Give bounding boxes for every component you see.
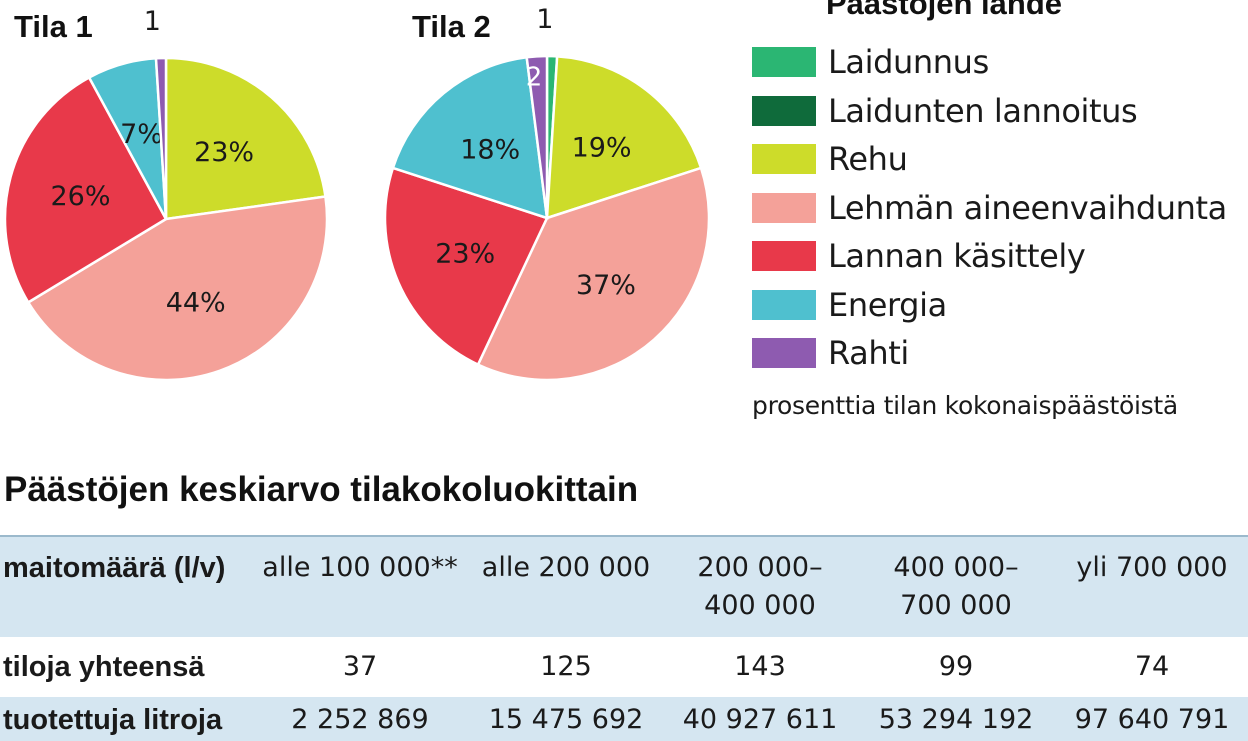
pie-slice-label: 19% — [572, 133, 632, 164]
pie-slice — [164, 56, 327, 221]
table-cell: 2 252 869 — [252, 697, 468, 741]
table-cell: 53 294 192 — [856, 697, 1056, 741]
pie-slice-label: 23% — [194, 137, 254, 168]
pie-slice-label: 18% — [460, 134, 520, 165]
table-cell: 99 — [938, 651, 974, 682]
legend-swatch — [752, 95, 816, 126]
legend-item-lannan-kasittely: Lannan käsittely — [752, 232, 1227, 281]
legend-item-rehu: Rehu — [752, 135, 1227, 184]
legend-label: Rehu — [828, 140, 908, 179]
pie-slice-label: 2 — [526, 63, 543, 93]
legend-item-laidunnus: Laidunnus — [752, 38, 1227, 87]
pie-slice — [26, 195, 329, 382]
pie-slice — [154, 56, 168, 220]
legend-title: Päästöjen lähde — [826, 0, 1063, 21]
legend-swatch — [752, 144, 816, 175]
header-line: 400 000– — [893, 552, 1019, 583]
legend-swatch — [752, 241, 816, 272]
table-header-row: maitomäärä (l/v) alle 100 000** alle 200… — [0, 535, 1248, 637]
legend-label: Lehmän aineenvaihdunta — [828, 188, 1227, 227]
table-cell: 40 927 611 — [664, 697, 856, 741]
table-cell: 37 — [342, 651, 378, 682]
chart-title-tila-2: Tila 2 — [412, 9, 491, 44]
pie-slice-label: 7% — [120, 119, 163, 150]
legend-swatch — [752, 47, 816, 78]
header-line: alle 200 000 — [481, 552, 651, 583]
table-row: tiloja yhteensä 37 125 143 99 74 — [0, 637, 1248, 697]
header-line: alle 100 000** — [262, 552, 458, 583]
table-cell: 143 — [734, 651, 786, 682]
header-cell: alle 100 000** — [252, 535, 468, 637]
legend-label: Rahti — [828, 334, 909, 373]
table-cell: 125 — [540, 651, 592, 682]
pie-slice-label: 23% — [435, 238, 495, 269]
pie-slice — [391, 55, 549, 220]
chart-title-tila-1: Tila 1 — [14, 9, 93, 44]
legend-item-lehman-aineenvaihdunta: Lehmän aineenvaihdunta — [752, 184, 1227, 233]
legend-swatch — [752, 338, 816, 369]
pie-charts: 23% 44% 26% 7% 1 1 19% 37% 23% 18% 2 — [3, 4, 711, 382]
table-cell: 97 640 791 — [1056, 697, 1248, 741]
pie-slice-label: 1 — [536, 4, 553, 35]
header-label: maitomäärä (l/v) — [0, 535, 252, 637]
header-cell: yli 700 000 — [1056, 535, 1248, 637]
table-cell: 74 — [1134, 651, 1170, 682]
legend-label: Laidunten lannoitus — [828, 91, 1138, 130]
table-title: Päästöjen keskiarvo tilakokoluokittain — [4, 470, 639, 509]
header-line: yli 700 000 — [1076, 552, 1228, 583]
pie-slice — [383, 166, 549, 367]
legend: Laidunnus Laidunten lannoitus Rehu Lehmä… — [752, 38, 1227, 378]
legend-item-rahti: Rahti — [752, 329, 1227, 378]
table-cell: 15 475 692 — [468, 697, 664, 741]
row-label: tuotettuja litroja — [0, 697, 252, 741]
legend-note: prosenttia tilan kokonaispäästöistä — [752, 391, 1178, 420]
legend-swatch — [752, 289, 816, 320]
header-line: 200 000– — [697, 552, 823, 583]
legend-swatch — [752, 192, 816, 223]
legend-label: Lannan käsittely — [828, 237, 1086, 276]
header-cell: 200 000– 400 000 — [664, 535, 856, 637]
pie-slice — [476, 166, 711, 382]
pie-slice-label: 26% — [50, 181, 110, 212]
legend-label: Laidunnus — [828, 43, 989, 82]
emissions-table: maitomäärä (l/v) alle 100 000** alle 200… — [0, 535, 1248, 741]
row-label: tiloja yhteensä — [3, 651, 205, 683]
pie-slice-label: 1 — [144, 6, 161, 37]
pie-slice — [545, 54, 703, 220]
legend-item-laidunten-lannoitus: Laidunten lannoitus — [752, 87, 1227, 136]
table-row: tuotettuja litroja 2 252 869 15 475 692 … — [0, 697, 1248, 741]
header-line: 700 000 — [900, 590, 1012, 621]
legend-item-energia: Energia — [752, 281, 1227, 330]
pie-slice — [3, 75, 168, 305]
header-cell: alle 200 000 — [468, 535, 664, 637]
header-line: 400 000 — [704, 590, 816, 621]
pie-slice — [525, 54, 549, 219]
legend-label: Energia — [828, 285, 947, 324]
pie-slice-label: 44% — [166, 287, 226, 318]
header-cell: 400 000– 700 000 — [856, 535, 1056, 637]
pie-slice-label: 37% — [576, 270, 636, 301]
